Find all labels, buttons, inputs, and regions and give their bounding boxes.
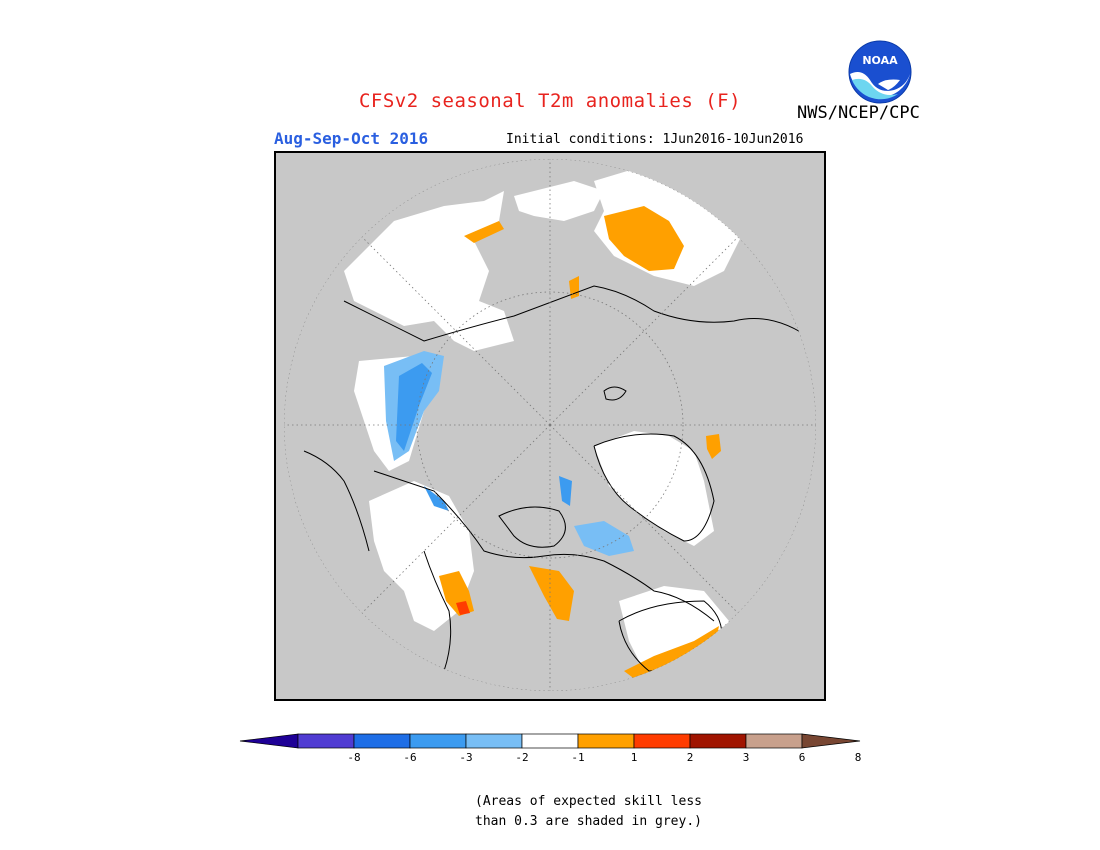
noaa-logo: NOAA (848, 40, 912, 104)
legend-tick-label: 6 (799, 751, 806, 764)
siberia-warm-streak (464, 221, 504, 243)
map-frame (274, 151, 826, 701)
color-legend: -8 -6 -3 -2 -1 1 2 3 6 8 (239, 733, 862, 764)
legend-tick-label: 2 (687, 751, 694, 764)
legend-swatch (297, 733, 355, 749)
greenland-white-region (594, 431, 714, 546)
iceland-warm-anomaly (706, 434, 721, 459)
legend-swatch (801, 733, 861, 749)
legend-tick-label: -3 (459, 751, 472, 764)
legend-tick-label: 8 (855, 751, 862, 764)
alaska-hot-spot (456, 601, 470, 615)
initial-conditions: Initial conditions: 1Jun2016-10Jun2016 (506, 132, 804, 147)
legend-tick-label: -8 (347, 751, 360, 764)
north-america-warm-anomaly (604, 206, 684, 271)
legend-swatch (521, 733, 579, 749)
legend-swatch (689, 733, 747, 749)
legend-swatch (577, 733, 635, 749)
legend-swatch (465, 733, 523, 749)
skill-note-line-2: than 0.3 are shaded in grey.) (475, 814, 702, 829)
europe-cold-core (396, 363, 432, 451)
anomaly-map (274, 151, 826, 701)
baffin-cold-streak (559, 476, 572, 506)
arctic-cold-anomaly (574, 521, 634, 556)
legend-swatch (745, 733, 803, 749)
graticule (284, 159, 816, 691)
canada-warm-anomaly (529, 566, 574, 621)
legend-tick-label: -2 (515, 751, 528, 764)
legend-swatch (353, 733, 411, 749)
scandinavia-warm-anomaly (624, 626, 719, 686)
forecast-period: Aug-Sep-Oct 2016 (274, 129, 429, 148)
legend-swatch (409, 733, 467, 749)
legend-tick-label: 3 (743, 751, 750, 764)
legend-tick-label: -6 (403, 751, 416, 764)
skill-note-line-1: (Areas of expected skill less (475, 794, 702, 809)
svg-text:NOAA: NOAA (862, 54, 898, 67)
alaska-cold-streak (424, 486, 449, 511)
coastal-warm-spot (569, 276, 579, 299)
map-title: CFSv2 seasonal T2m anomalies (F) (358, 90, 742, 112)
legend-swatch (633, 733, 691, 749)
skill-note: (Areas of expected skill less than 0.3 a… (475, 792, 735, 832)
agency-label: NWS/NCEP/CPC (797, 103, 920, 123)
legend-tick-label: -1 (571, 751, 584, 764)
legend-tick-label: 1 (631, 751, 638, 764)
coastlines (303, 285, 815, 672)
siberia-white-region (514, 181, 604, 221)
eurasia-white-region (344, 191, 514, 351)
legend-swatch (239, 733, 299, 749)
